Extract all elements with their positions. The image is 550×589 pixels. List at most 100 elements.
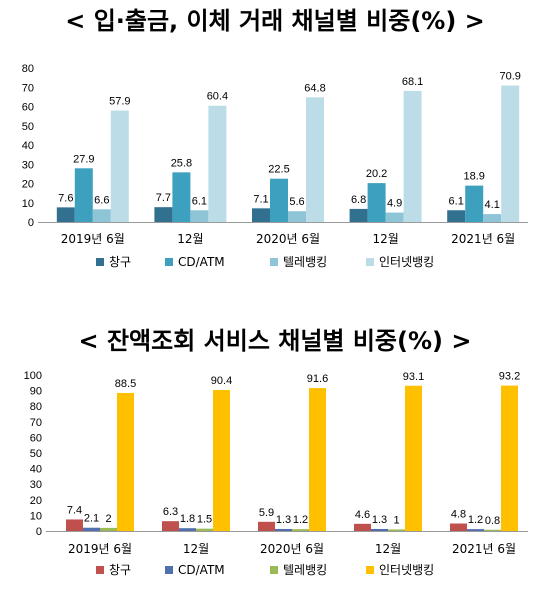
y-tick-label: 30 <box>22 159 34 171</box>
data-label: 1 <box>393 514 399 526</box>
bar-창구-2021년 6월 <box>450 523 467 531</box>
legend-label: CD/ATM <box>178 563 225 577</box>
y-tick-label: 70 <box>30 417 42 429</box>
y-tick-label: 40 <box>22 140 34 152</box>
data-label: 1.2 <box>468 514 483 526</box>
data-label: 7.1 <box>253 193 268 205</box>
data-label: 0.8 <box>485 515 500 527</box>
legend-label: 텔레뱅킹 <box>283 563 327 577</box>
bar-CD/ATM-2021년 6월 <box>467 529 484 531</box>
x-tick-label: 2021년 6월 <box>452 542 516 556</box>
bars: 7.4 6.3 5.9 4.6 4.82.1 1.8 1.3 1.3 1.22 1.5 1.2 1 0.… <box>66 371 520 531</box>
y-tick-label: 60 <box>30 432 42 444</box>
data-label: 1.5 <box>197 514 212 526</box>
data-label: 93.1 <box>403 371 424 383</box>
y-tick-label: 40 <box>30 464 42 476</box>
bar-CD/ATM-12월 <box>172 172 191 222</box>
bar-인터넷뱅킹-12월 <box>405 385 422 531</box>
y-tick-label: 0 <box>36 526 42 538</box>
bar-창구-2019년 6월 <box>66 519 83 531</box>
bar-CD/ATM-2020년 6월 <box>275 528 292 531</box>
legend-label: CD/ATM <box>178 255 225 269</box>
data-label: 6.6 <box>94 194 109 206</box>
legend-label: 인터넷뱅킹 <box>379 563 434 577</box>
x-axis: 2019년 6월 12월 2020년 6월 12월 2021년 6월 <box>68 542 516 556</box>
legend-swatch <box>366 566 374 574</box>
y-tick-label: 80 <box>22 63 34 75</box>
x-tick-label: 2021년 6월 <box>451 232 515 246</box>
data-label: 5.9 <box>259 507 274 519</box>
x-tick-label: 2019년 6월 <box>61 232 125 246</box>
data-label: 22.5 <box>268 164 289 176</box>
bar-인터넷뱅킹-2021년 6월 <box>501 385 518 531</box>
bar-텔레뱅킹-2020년 6월 <box>288 211 306 222</box>
y-tick-label: 20 <box>22 179 34 191</box>
data-label: 4.9 <box>387 198 402 210</box>
x-tick-label: 2019년 6월 <box>68 542 132 556</box>
y-axis: 0 10 20 30 40 50 60 70 80 <box>22 63 34 229</box>
legend-swatch <box>270 258 278 266</box>
data-label: 91.6 <box>307 373 328 385</box>
chart2-title: < 잔액조회 서비스 채널별 비중(%) > <box>78 327 472 355</box>
bar-인터넷뱅킹-2020년 6월 <box>309 388 326 531</box>
bar-창구-2019년 6월 <box>56 207 75 222</box>
data-label: 6.3 <box>163 506 178 518</box>
data-label: 4.8 <box>451 509 466 521</box>
data-label: 90.4 <box>211 375 232 387</box>
bar-CD/ATM-2019년 6월 <box>74 168 93 222</box>
legend-swatch <box>270 566 278 574</box>
data-label: 4.1 <box>485 199 500 211</box>
bar-CD/ATM-2020년 6월 <box>270 178 288 222</box>
bar-인터넷뱅킹-2020년 6월 <box>306 97 324 222</box>
legend-swatch <box>96 566 104 574</box>
y-tick-label: 20 <box>30 495 42 507</box>
x-tick-label: 2020년 6월 <box>256 232 320 246</box>
chart1-channel-share-transfer: 0 10 20 30 40 50 60 70 80 7.6 7.7 7.1 6.8 6.1 27.9 25.8… <box>22 63 528 269</box>
x-tick-label: 12월 <box>372 232 398 246</box>
legend-swatch <box>96 258 104 266</box>
data-label: 20.2 <box>366 168 387 180</box>
bar-텔레뱅킹-12월 <box>196 528 213 531</box>
y-tick-label: 100 <box>24 370 42 382</box>
legend-label: 인터넷뱅킹 <box>379 255 434 269</box>
data-label: 1.3 <box>372 514 387 526</box>
bar-창구-12월 <box>154 207 173 222</box>
data-label: 7.4 <box>67 504 82 516</box>
y-tick-label: 50 <box>30 448 42 460</box>
y-tick-label: 50 <box>22 121 34 133</box>
bar-텔레뱅킹-12월 <box>388 529 405 531</box>
x-tick-label: 12월 <box>375 542 401 556</box>
bar-텔레뱅킹-2019년 6월 <box>100 527 117 531</box>
data-label: 6.8 <box>351 194 366 206</box>
x-axis: 2019년 6월 12월 2020년 6월 12월 2021년 6월 <box>61 232 515 246</box>
bar-창구-12월 <box>162 521 179 531</box>
legend: 창구 CD/ATM 텔레뱅킹 인터넷뱅킹 <box>96 255 434 269</box>
bar-인터넷뱅킹-12월 <box>213 389 230 531</box>
bar-텔레뱅킹-12월 <box>190 210 209 222</box>
x-tick-label: 12월 <box>183 542 209 556</box>
bar-창구-12월 <box>349 208 368 222</box>
bar-창구-2020년 6월 <box>252 208 270 222</box>
x-tick-label: 2020년 6월 <box>260 542 324 556</box>
data-label: 1.8 <box>180 513 195 525</box>
data-label: 6.1 <box>192 195 207 207</box>
data-label: 4.6 <box>355 509 370 521</box>
y-tick-label: 60 <box>22 102 34 114</box>
y-tick-label: 70 <box>22 82 34 94</box>
data-label: 57.9 <box>109 96 130 108</box>
legend-label: 텔레뱅킹 <box>283 255 327 269</box>
bar-인터넷뱅킹-2019년 6월 <box>117 392 134 531</box>
y-tick-label: 80 <box>30 401 42 413</box>
data-label: 27.9 <box>73 153 94 165</box>
data-label: 5.6 <box>289 196 304 208</box>
legend-swatch <box>165 258 173 266</box>
data-label: 88.5 <box>115 378 136 390</box>
y-tick-label: 10 <box>22 198 34 210</box>
bar-텔레뱅킹-12월 <box>385 212 404 222</box>
data-label: 93.2 <box>499 371 520 383</box>
bar-텔레뱅킹-2021년 6월 <box>484 529 501 531</box>
y-axis: 0 10 20 30 40 50 60 70 80 90 100 <box>24 370 42 538</box>
y-tick-label: 0 <box>28 217 34 229</box>
data-label: 68.1 <box>402 76 423 88</box>
data-label: 7.6 <box>58 192 73 204</box>
